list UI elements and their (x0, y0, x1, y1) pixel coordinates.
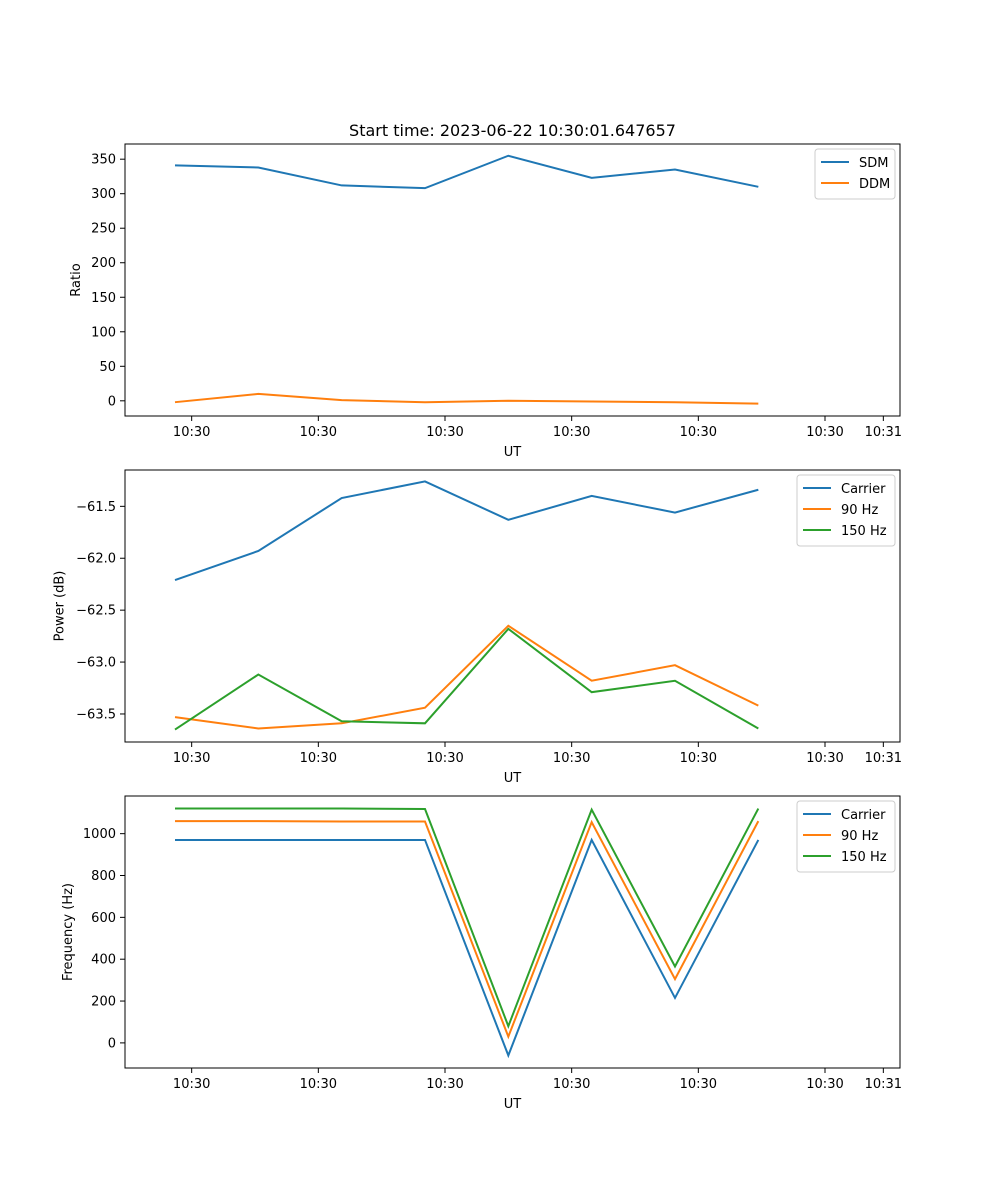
panel-1-x-tick-label: 10:30 (426, 425, 463, 440)
panel-3-legend-label-150-hz: 150 Hz (841, 850, 887, 865)
panel-3-x-axis-label: UT (504, 1097, 522, 1112)
panel-2-y-tick-label: −63.0 (76, 656, 116, 671)
panel-2-x-tick-label: 10:30 (806, 751, 843, 766)
panel-2-y-tick-label: −62.5 (76, 604, 116, 619)
panel-3-x-tick-label: 10:30 (300, 1077, 337, 1092)
panel-3-series-150-hz-line (175, 807, 760, 1029)
panel-1-x-axis-label: UT (504, 445, 522, 460)
panel-2: 10:30 10:30 10:30 10:30 10:30 10:30 10:31 −63.5… (53, 469, 902, 786)
panel-3-x-tick-label: 10:30 (680, 1077, 717, 1092)
panel-2-legend-label-90-hz: 90 Hz (841, 503, 878, 518)
panel-2-y-tick-label: −62.0 (76, 552, 116, 567)
panel-1-x-tick-label: 10:30 (300, 425, 337, 440)
panel-3-y-tick-label: 400 (91, 953, 116, 968)
panel-2-x-tick-label: 10:30 (173, 751, 210, 766)
panel-3-x-tick-label: 10:30 (426, 1077, 463, 1092)
panel-2-x-tick-label: 10:30 (300, 751, 337, 766)
panel-3-legend-label-carrier: Carrier (841, 808, 886, 823)
panel-2-series-carrier-line (174, 480, 759, 581)
panel-1-y-tick-label: 50 (99, 360, 116, 375)
panel-2-series-150-hz-line (174, 627, 759, 731)
panel-1-x-tick-label: 10:30 (173, 425, 210, 440)
panel-2-axes-frame (124, 469, 901, 743)
panel-1-y-axis-label: Ratio (69, 263, 84, 296)
panel-2-y-tick-label: −61.5 (76, 500, 116, 515)
panel-3-y-tick-label: 200 (91, 995, 116, 1010)
panel-1-x-tick-label: 10:30 (680, 425, 717, 440)
panel-3-legend (796, 800, 896, 873)
panel-1-legend-label-ddm: DDM (859, 177, 890, 192)
panel-1-y-tick-label: 0 (108, 394, 116, 409)
panel-3-y-tick-label: 800 (91, 869, 116, 884)
panel-1-legend-label-sdm: SDM (859, 156, 888, 171)
panel-1-x-tick-label: 10:30 (553, 425, 590, 440)
panel-3-y-axis-label: Frequency (Hz) (61, 883, 76, 981)
panel-1-y-tick-label: 350 (91, 153, 116, 168)
panel-1-series-sdm-line (174, 154, 759, 190)
panel-1-axes-frame (124, 143, 901, 417)
panel-3: 10:30 10:30 10:30 10:30 10:30 10:30 10:31 0 200 4… (61, 795, 902, 1112)
panel-3-legend-label-90-hz: 90 Hz (841, 829, 878, 844)
panel-1-series-ddm-line (174, 392, 759, 405)
panel-3-x-tick-label: 10:31 (865, 1077, 902, 1092)
panel-2-x-tick-label: 10:30 (680, 751, 717, 766)
panel-2-x-axis-label: UT (504, 771, 522, 786)
panel-3-x-tick-label: 10:30 (173, 1077, 210, 1092)
panel-3-series-carrier-line (175, 837, 760, 1059)
panel-2-legend-label-carrier: Carrier (841, 482, 886, 497)
panel-3-y-tick-label: 600 (91, 911, 116, 926)
panel-2-legend-label-150-hz: 150 Hz (841, 524, 887, 539)
panel-1-y-tick-label: 200 (91, 256, 116, 271)
panel-2-series-90-hz-line (174, 624, 759, 730)
panel-1-y-tick-label: 250 (91, 222, 116, 237)
panel-1-y-tick-label: 150 (91, 291, 116, 306)
panel-2-x-tick-label: 10:31 (865, 751, 902, 766)
panel-3-y-tick-label: 0 (108, 1036, 116, 1051)
panel-2-legend (796, 474, 896, 547)
panel-2-y-tick-label: −63.5 (76, 707, 116, 722)
panel-2-x-tick-label: 10:30 (553, 751, 590, 766)
panel-1: 10:30 10:30 10:30 10:30 10:30 10:30 10:31 0 50 10… (69, 143, 902, 460)
panel-1-x-tick-label: 10:30 (806, 425, 843, 440)
panel-2-x-tick-label: 10:30 (426, 751, 463, 766)
panel-1-x-tick-label: 10:31 (865, 425, 902, 440)
panel-1-y-tick-label: 300 (91, 187, 116, 202)
figure-title: Start time: 2023-06-22 10:30:01.647657 (349, 121, 676, 140)
panel-1-y-tick-label: 100 (91, 325, 116, 340)
panel-3-x-tick-label: 10:30 (553, 1077, 590, 1092)
panel-3-x-tick-label: 10:30 (806, 1077, 843, 1092)
panel-2-y-axis-label: Power (dB) (53, 571, 68, 642)
panel-3-y-tick-label: 1000 (83, 827, 116, 842)
panel-3-axes-frame (124, 795, 901, 1069)
panel-3-series-90-hz-line (175, 819, 760, 1040)
